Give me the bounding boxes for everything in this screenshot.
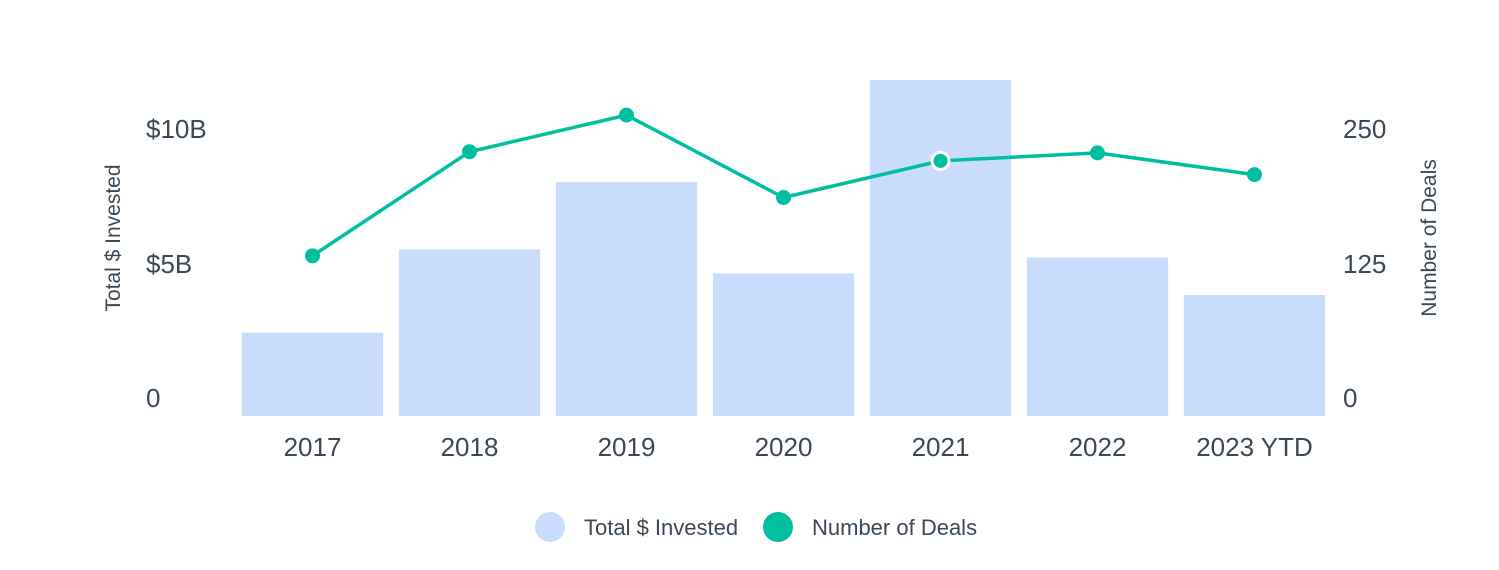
x-tick-label: 2023 YTD xyxy=(1196,432,1313,462)
right-tick-label: 0 xyxy=(1343,383,1357,413)
deals-line xyxy=(311,113,1255,258)
bar-2020[interactable] xyxy=(712,273,855,416)
bars-layer xyxy=(241,80,1326,416)
legend-label: Number of Deals xyxy=(812,515,977,540)
right-axis-title: Number of Deals xyxy=(1418,159,1441,317)
legend-label: Total $ Invested xyxy=(584,515,738,540)
legend-swatch-bar xyxy=(535,512,565,542)
points-layer xyxy=(305,107,1262,264)
bar-2023-ytd[interactable] xyxy=(1183,295,1326,416)
left-tick-label: 0 xyxy=(146,383,160,413)
x-tick-label: 2021 xyxy=(912,432,970,462)
deals-point-2023-ytd[interactable] xyxy=(1247,167,1262,183)
deals-point-2018[interactable] xyxy=(462,144,477,160)
x-tick-label: 2017 xyxy=(284,432,342,462)
right-y-axis: 0 125 250 Number of Deals xyxy=(1343,114,1441,413)
left-axis-title: Total $ Invested xyxy=(102,164,125,311)
line-layer xyxy=(311,113,1255,258)
right-tick-label: 125 xyxy=(1343,249,1386,279)
deals-point-2019[interactable] xyxy=(619,107,634,123)
legend-item-total-invested[interactable]: Total $ Invested xyxy=(535,512,738,542)
legend: Total $ Invested Number of Deals xyxy=(535,512,977,542)
deals-point-2022[interactable] xyxy=(1090,145,1105,161)
deals-point-2020[interactable] xyxy=(776,189,791,205)
left-tick-label: $5B xyxy=(146,249,192,279)
right-tick-label: 250 xyxy=(1343,114,1386,144)
bar-2017[interactable] xyxy=(241,332,384,416)
legend-swatch-line xyxy=(763,512,793,542)
bar-2019[interactable] xyxy=(555,182,698,416)
bar-2022[interactable] xyxy=(1026,257,1169,416)
x-tick-label: 2019 xyxy=(598,432,656,462)
left-tick-label: $10B xyxy=(146,114,207,144)
legend-item-number-of-deals[interactable]: Number of Deals xyxy=(763,512,977,542)
deals-point-2017[interactable] xyxy=(305,248,320,264)
deals-point-2021[interactable] xyxy=(930,150,951,171)
x-tick-label: 2022 xyxy=(1069,432,1127,462)
bar-2021[interactable] xyxy=(869,80,1012,416)
x-tick-label: 2020 xyxy=(755,432,813,462)
x-tick-label: 2018 xyxy=(441,432,499,462)
bar-2018[interactable] xyxy=(398,249,541,416)
x-axis: 2017 2018 2019 2020 2021 2022 2023 YTD xyxy=(284,432,1313,462)
left-y-axis: 0 $5B $10B Total $ Invested xyxy=(102,114,207,413)
